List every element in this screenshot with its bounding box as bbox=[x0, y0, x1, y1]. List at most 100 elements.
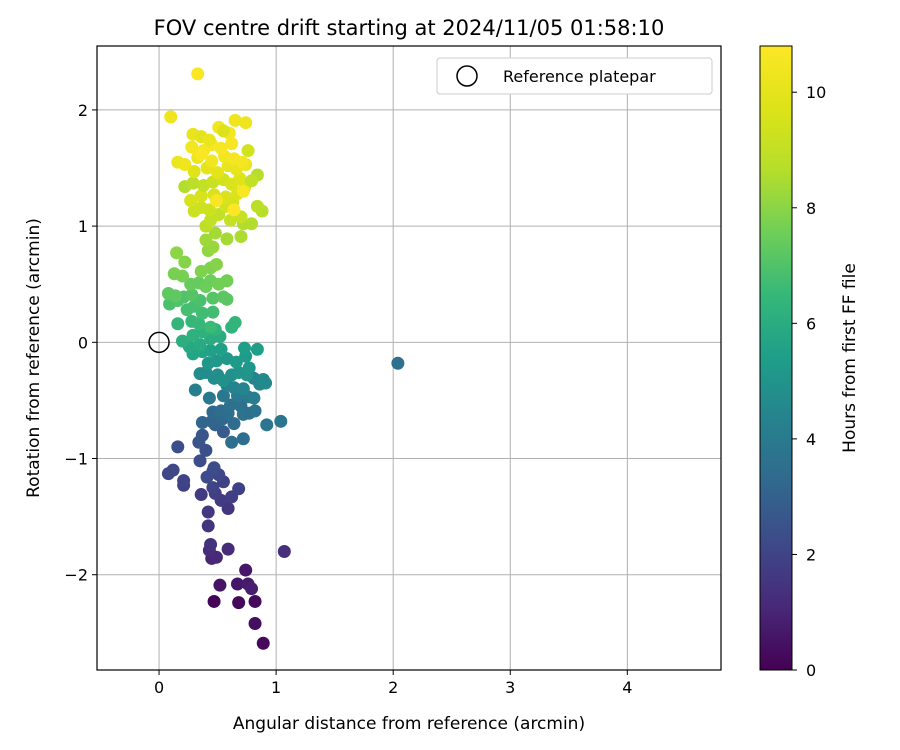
data-point bbox=[232, 482, 246, 496]
data-point bbox=[223, 213, 237, 227]
data-point bbox=[228, 316, 242, 330]
data-point bbox=[208, 226, 222, 240]
colorbar-label: Hours from first FF file bbox=[840, 263, 860, 453]
data-point bbox=[206, 481, 220, 495]
reference-marker bbox=[148, 331, 170, 354]
data-point bbox=[234, 230, 248, 244]
data-point bbox=[192, 317, 206, 331]
data-point bbox=[185, 288, 199, 302]
legend-label: Reference platepar bbox=[503, 67, 656, 86]
data-point bbox=[236, 184, 250, 198]
y-tick-label: −2 bbox=[64, 566, 88, 585]
data-point bbox=[242, 361, 256, 375]
data-point bbox=[229, 355, 243, 369]
data-point bbox=[184, 194, 198, 208]
data-point bbox=[202, 133, 216, 147]
legend: Reference platepar bbox=[436, 57, 713, 95]
x-tick-label: 2 bbox=[388, 678, 398, 697]
data-point bbox=[213, 578, 227, 592]
data-point bbox=[206, 291, 220, 305]
x-axis-ticks: 0 1 2 3 4 bbox=[154, 670, 632, 697]
data-point bbox=[187, 164, 201, 178]
colorbar-tick-label: 10 bbox=[806, 83, 826, 102]
data-point bbox=[166, 463, 180, 477]
data-point bbox=[214, 342, 228, 356]
data-point bbox=[220, 292, 234, 306]
data-point bbox=[245, 174, 259, 188]
data-point bbox=[206, 305, 220, 319]
data-point bbox=[239, 116, 253, 130]
data-point bbox=[227, 203, 241, 217]
colorbar-tick-label: 0 bbox=[806, 661, 816, 680]
data-point bbox=[195, 428, 209, 442]
y-axis-ticks: −2 −1 0 1 2 bbox=[64, 101, 97, 585]
data-point bbox=[250, 199, 264, 213]
data-point bbox=[171, 440, 185, 454]
data-point bbox=[277, 544, 291, 558]
data-point bbox=[239, 563, 253, 577]
data-point bbox=[248, 404, 262, 418]
y-tick-label: 1 bbox=[78, 217, 88, 236]
data-point bbox=[185, 140, 199, 154]
x-tick-label: 4 bbox=[622, 678, 632, 697]
x-tick-label: 1 bbox=[271, 678, 281, 697]
y-axis-label: Rotation from reference (arcmin) bbox=[24, 218, 44, 498]
colorbar-tick-label: 8 bbox=[806, 199, 816, 218]
data-point bbox=[245, 217, 259, 231]
y-tick-label: 2 bbox=[78, 101, 88, 120]
data-point bbox=[209, 194, 223, 208]
data-point bbox=[245, 582, 259, 596]
data-point bbox=[202, 391, 216, 405]
data-point bbox=[220, 232, 234, 246]
y-tick-label: 0 bbox=[78, 333, 88, 352]
data-point bbox=[235, 155, 249, 169]
x-tick-label: 0 bbox=[154, 678, 164, 697]
data-point bbox=[230, 577, 244, 591]
data-point bbox=[227, 417, 241, 431]
data-point bbox=[195, 415, 209, 429]
data-point bbox=[175, 269, 189, 283]
data-point bbox=[209, 257, 223, 271]
data-point bbox=[248, 617, 262, 631]
colorbar-tick-label: 2 bbox=[806, 545, 816, 564]
data-point bbox=[207, 594, 221, 608]
data-point bbox=[186, 176, 200, 190]
data-point bbox=[211, 166, 225, 180]
data-point bbox=[225, 137, 239, 151]
data-point bbox=[214, 141, 228, 155]
data-point bbox=[250, 342, 264, 356]
data-point bbox=[248, 594, 262, 608]
data-point bbox=[194, 147, 208, 161]
colorbar-gradient bbox=[759, 45, 793, 671]
colorbar: 0 2 4 6 8 10 Hours from first FF file bbox=[759, 45, 860, 680]
data-point bbox=[207, 461, 221, 475]
data-point bbox=[193, 338, 207, 352]
data-point bbox=[274, 414, 288, 428]
data-point bbox=[177, 474, 191, 488]
colorbar-ticks: 0 2 4 6 8 10 bbox=[792, 83, 826, 680]
data-point bbox=[220, 274, 234, 288]
data-point bbox=[175, 334, 189, 348]
chart-title: FOV centre drift starting at 2024/11/05 … bbox=[154, 16, 665, 40]
data-point bbox=[171, 317, 185, 331]
data-point bbox=[188, 383, 202, 397]
x-tick-label: 3 bbox=[505, 678, 515, 697]
data-point bbox=[209, 354, 223, 368]
legend-marker-icon bbox=[456, 65, 478, 87]
data-points bbox=[161, 67, 405, 650]
data-point bbox=[200, 470, 214, 484]
x-axis-label: Angular distance from reference (arcmin) bbox=[233, 714, 585, 734]
data-point bbox=[256, 636, 270, 650]
data-point bbox=[232, 596, 246, 610]
data-point bbox=[201, 505, 215, 519]
data-point bbox=[164, 110, 178, 124]
data-point bbox=[238, 341, 252, 355]
data-point bbox=[202, 203, 216, 217]
data-point bbox=[221, 542, 235, 556]
y-tick-label: −1 bbox=[64, 450, 88, 469]
data-point bbox=[216, 389, 230, 403]
data-point bbox=[223, 398, 237, 412]
data-point bbox=[241, 144, 255, 158]
colorbar-tick-label: 6 bbox=[806, 314, 816, 333]
